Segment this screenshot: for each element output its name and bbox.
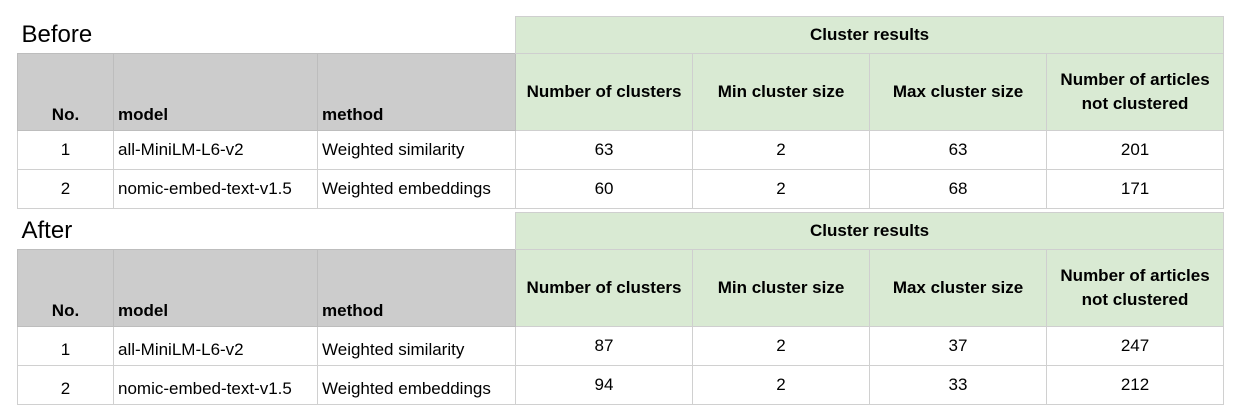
cell-articles-not-clustered: 212 (1046, 365, 1225, 405)
cell-min-cluster-size: 2 (692, 169, 871, 209)
table-row: 2 nomic-embed-text-v1.5 Weighted embeddi… (17, 365, 1225, 405)
table-title: After (17, 212, 516, 250)
cell-number-of-clusters: 87 (515, 326, 694, 366)
cell-number-of-clusters: 63 (515, 130, 694, 170)
column-header-max-cluster-size: Max cluster size (869, 53, 1048, 131)
column-header-number-of-clusters: Number of clusters (515, 53, 694, 131)
cell-max-cluster-size: 63 (869, 130, 1048, 170)
cell-method: Weighted embeddings (316, 365, 517, 405)
cell-no: 2 (17, 169, 114, 209)
cell-no: 1 (17, 326, 114, 366)
cell-no: 2 (17, 365, 114, 405)
cell-articles-not-clustered: 247 (1046, 326, 1225, 366)
cell-method: Weighted similarity (316, 130, 517, 170)
column-header-articles-not-clustered: Number of articles not clustered (1046, 53, 1225, 131)
cell-model: all-MiniLM-L6-v2 (113, 130, 318, 170)
column-header-min-cluster-size: Min cluster size (692, 249, 871, 327)
cell-number-of-clusters: 60 (515, 169, 694, 209)
table-row: 1 all-MiniLM-L6-v2 Weighted similarity 8… (17, 326, 1225, 366)
cell-max-cluster-size: 33 (869, 365, 1048, 405)
cell-max-cluster-size: 37 (869, 326, 1048, 366)
after-table: After Cluster results No. model method N… (17, 212, 1225, 405)
cell-min-cluster-size: 2 (692, 326, 871, 366)
cell-articles-not-clustered: 201 (1046, 130, 1225, 170)
cell-min-cluster-size: 2 (692, 365, 871, 405)
cell-no: 1 (17, 130, 114, 170)
cell-max-cluster-size: 68 (869, 169, 1048, 209)
column-header-max-cluster-size: Max cluster size (869, 249, 1048, 327)
column-header-model: model (113, 53, 318, 131)
cell-model: all-MiniLM-L6-v2 (113, 326, 318, 366)
table-row: 1 all-MiniLM-L6-v2 Weighted similarity 6… (17, 130, 1225, 170)
before-table: Before Cluster results No. model method … (17, 16, 1225, 209)
cell-min-cluster-size: 2 (692, 130, 871, 170)
column-header-min-cluster-size: Min cluster size (692, 53, 871, 131)
table-row: 2 nomic-embed-text-v1.5 Weighted embeddi… (17, 169, 1225, 209)
cell-model: nomic-embed-text-v1.5 (113, 169, 318, 209)
table-title: Before (17, 16, 516, 54)
cluster-results-header: Cluster results (515, 16, 1225, 54)
column-header-model: model (113, 249, 318, 327)
column-header-articles-not-clustered: Number of articles not clustered (1046, 249, 1225, 327)
column-header-number-of-clusters: Number of clusters (515, 249, 694, 327)
cell-method: Weighted similarity (316, 326, 517, 366)
cell-model: nomic-embed-text-v1.5 (113, 365, 318, 405)
column-header-no: No. (17, 53, 114, 131)
column-header-method: method (316, 53, 517, 131)
cell-number-of-clusters: 94 (515, 365, 694, 405)
cell-articles-not-clustered: 171 (1046, 169, 1225, 209)
cluster-results-header: Cluster results (515, 212, 1225, 250)
column-header-method: method (316, 249, 517, 327)
cell-method: Weighted embeddings (316, 169, 517, 209)
column-header-no: No. (17, 249, 114, 327)
